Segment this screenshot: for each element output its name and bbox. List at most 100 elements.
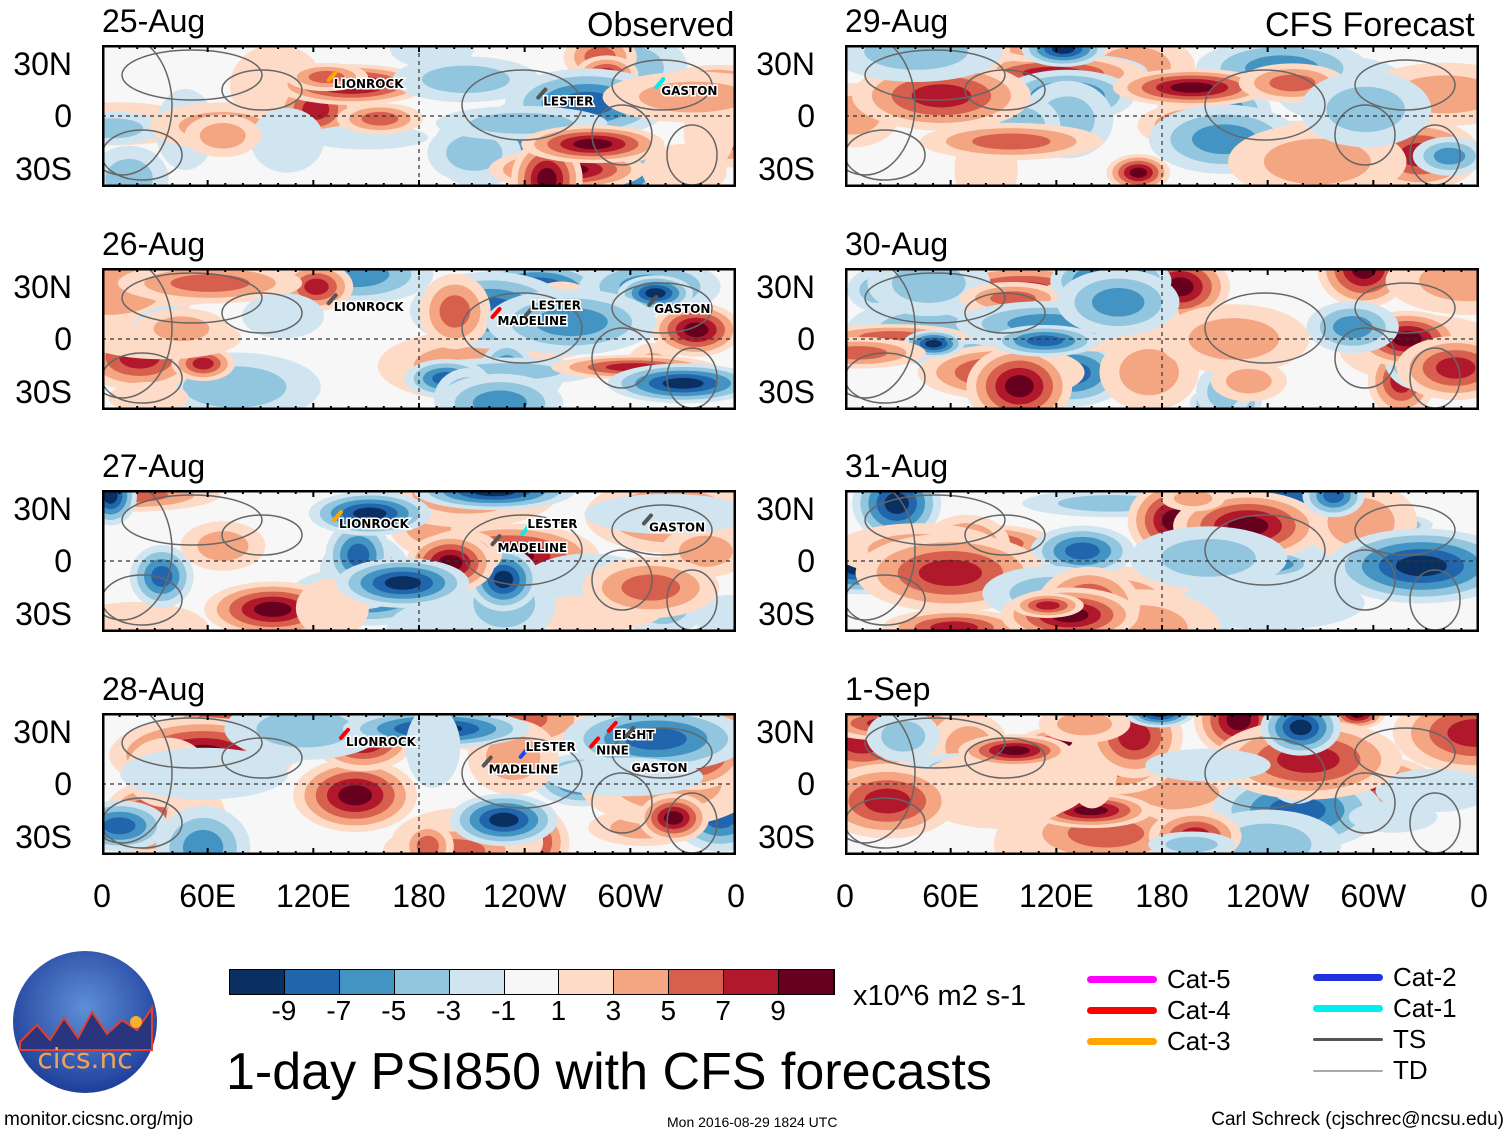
coastline [964, 292, 1046, 334]
x-tick-label: 120E [1018, 878, 1094, 914]
colorbar-tick: -3 [436, 995, 462, 1026]
logo-text: cics.nc [37, 1042, 132, 1075]
coastline [1354, 727, 1456, 779]
psi-contour [361, 111, 399, 126]
colorbar-swatch [284, 970, 340, 994]
psi-contour [534, 307, 608, 337]
psi-contour [911, 84, 972, 108]
legend-left: Cat-5 Cat-4 Cat-3 [1087, 964, 1231, 1057]
x-tick-label: 60W [1340, 878, 1407, 914]
psi-contour [338, 785, 373, 806]
y-tick-label: 30S [758, 151, 815, 187]
legend-line-icon [1313, 1038, 1383, 1041]
psi-contour [470, 112, 574, 134]
map-panel-29-Aug [845, 45, 1479, 187]
psi-contour [103, 490, 118, 504]
legend-label: Cat-2 [1393, 962, 1457, 992]
coastline [864, 494, 1006, 546]
coastline [1354, 282, 1456, 334]
storm-label: LESTER [531, 298, 581, 312]
coastline [461, 514, 583, 586]
legend-item: TD [1313, 1055, 1457, 1086]
y-tick-label: 30N [13, 714, 72, 750]
figure-title: 1-day PSI850 with CFS forecasts [226, 1043, 992, 1101]
psi-contour [1065, 542, 1100, 560]
psi-contour [881, 720, 926, 752]
legend-item: TS [1313, 1024, 1457, 1055]
coastline [1354, 59, 1456, 111]
y-tick-label: 30N [756, 269, 815, 305]
coastline [1334, 104, 1396, 166]
storm-label: LESTER [543, 95, 593, 109]
legend-line-icon [1087, 1038, 1157, 1045]
psi-contour [1395, 555, 1447, 577]
psi-contour [537, 167, 557, 187]
legend-line-icon [1087, 976, 1157, 983]
storm-track [654, 77, 666, 90]
psi-contour [1161, 538, 1256, 577]
y-tick-label: 30S [15, 596, 72, 632]
coastline [845, 797, 926, 849]
storm-track [523, 305, 535, 318]
storm-track [481, 755, 493, 768]
legend-label: TD [1393, 1055, 1428, 1085]
storm-label: EIGHT [614, 728, 656, 742]
colorbar-swatch [669, 970, 725, 994]
storm-label: MADELINE [497, 541, 567, 555]
y-tick-label: 30S [15, 374, 72, 410]
psi-contour [256, 713, 353, 748]
storm-track [331, 510, 343, 523]
storm-label: LIONROCK [334, 77, 405, 91]
y-tick-label: 30S [758, 374, 815, 410]
psi-contour [1435, 357, 1476, 379]
panel-date: 26-Aug [102, 226, 206, 262]
coastline [102, 490, 173, 621]
coastline [221, 292, 303, 334]
storm-label: GASTON [631, 761, 687, 775]
psi-contour [192, 357, 214, 370]
coastline [591, 104, 653, 166]
storm-label: MADELINE [489, 763, 559, 777]
psi-contour [1129, 167, 1148, 178]
coastline [611, 59, 713, 111]
panel-date: 31-Aug [845, 448, 949, 484]
x-tick-label: 120W [482, 878, 567, 914]
map-panel-31-Aug [845, 490, 1479, 632]
colorbar-tick: 1 [550, 995, 567, 1026]
psi-contour [925, 340, 942, 348]
colorbar-tick: 9 [770, 995, 786, 1026]
storm-label: LESTER [527, 517, 577, 531]
psi-contour [584, 493, 736, 535]
y-tick-label: 0 [54, 321, 72, 357]
psi-contour [930, 621, 978, 632]
colorbar-swatch [614, 970, 670, 994]
psi-contour [493, 570, 514, 589]
coastline [591, 772, 653, 834]
colorbar [229, 969, 835, 995]
y-tick-label: 0 [797, 766, 815, 802]
map-panel-25-Aug: LIONROCK LESTER GASTON [102, 45, 736, 187]
colorbar-swatch [339, 970, 395, 994]
coastline [1204, 292, 1326, 364]
psi-contour [102, 601, 210, 632]
colorbar-swatch [724, 970, 780, 994]
storm-label: LIONROCK [339, 517, 410, 531]
coastline [221, 514, 303, 556]
panel-date: 30-Aug [845, 226, 949, 262]
coastline [611, 727, 713, 779]
y-tick-label: 30N [13, 46, 72, 82]
psi-contour [683, 322, 709, 338]
y-tick-label: 0 [54, 766, 72, 802]
x-tick-label: 60E [179, 878, 237, 914]
y-tick-label: 30S [15, 819, 72, 855]
coastline [121, 494, 263, 546]
psi-contour [678, 535, 733, 567]
footer-url[interactable]: monitor.cicsnc.org/mjo [4, 1109, 194, 1130]
storm-track [326, 293, 338, 306]
coastline [1354, 504, 1456, 556]
psi-contour [1119, 349, 1179, 396]
psi-contour [559, 91, 615, 116]
x-tick-label: 0 [836, 878, 854, 914]
storm-label: GASTON [649, 520, 705, 534]
storm-track [490, 307, 502, 320]
